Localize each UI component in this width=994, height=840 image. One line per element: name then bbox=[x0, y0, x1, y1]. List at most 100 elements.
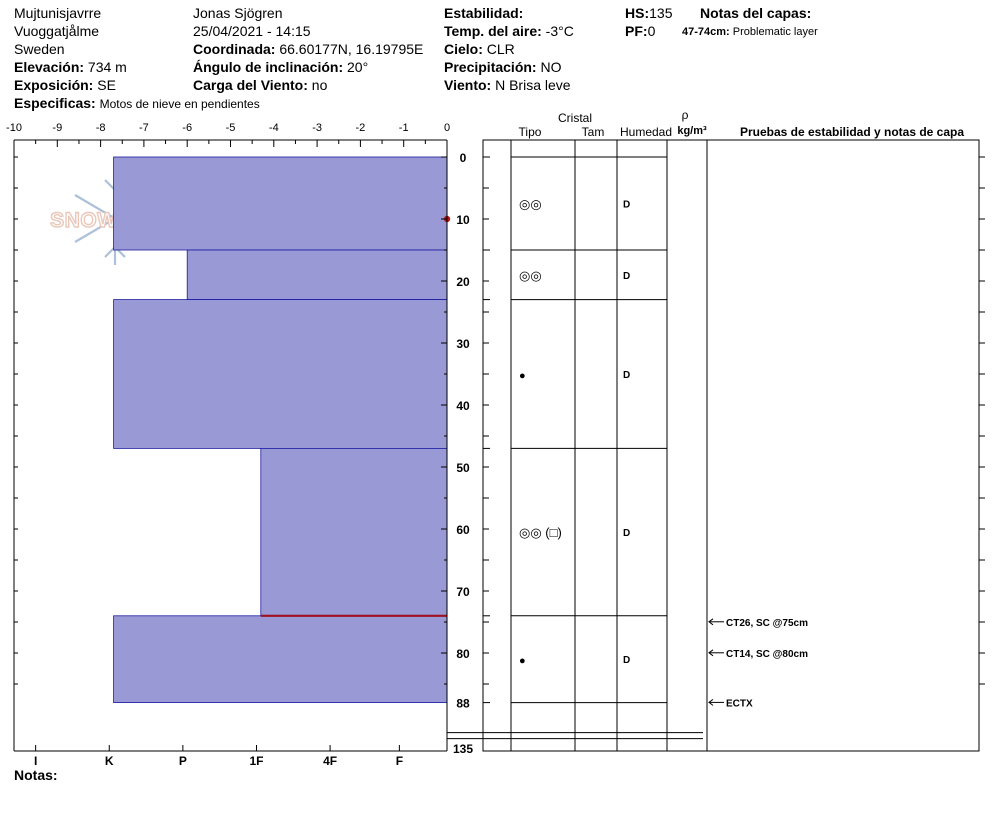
layer-note-text: Problematic layer bbox=[732, 26, 818, 38]
aspect-label: Exposición: bbox=[14, 77, 94, 93]
stability-label: Estabilidad: bbox=[444, 5, 524, 21]
aspect: Exposición: SE bbox=[14, 76, 116, 94]
hardness-tick-label: I bbox=[34, 754, 37, 768]
hardness-layer-3 bbox=[113, 299, 448, 449]
specifics-value: Motos de nieve en pendientes bbox=[99, 97, 260, 111]
tam-header: Tam bbox=[582, 125, 605, 139]
area-name: Vuoggatjålme bbox=[14, 23, 100, 39]
grain-type-2: ◎◎ bbox=[519, 268, 542, 283]
moisture-1: D bbox=[623, 200, 630, 211]
moisture-2: D bbox=[623, 271, 630, 282]
depth-tick-label: 80 bbox=[456, 647, 470, 661]
pf-label: PF: bbox=[625, 23, 648, 39]
hardness-layer-4 bbox=[260, 447, 448, 617]
hs-label: HS: bbox=[625, 5, 650, 21]
depth-tick-label: 50 bbox=[456, 461, 470, 475]
pf-value: 0 bbox=[647, 23, 656, 39]
depth-tick-label: 135 bbox=[453, 742, 473, 756]
layer-note-range: 47-74cm: bbox=[682, 26, 730, 38]
coordinates: Coordinada: 66.60177N, 16.19795E bbox=[193, 40, 423, 58]
tests-header: Pruebas de estabilidad y notas de capa bbox=[740, 125, 964, 139]
precip-label: Precipitación: bbox=[444, 59, 537, 75]
notes-label: Notas: bbox=[14, 767, 58, 783]
tipo-header: Tipo bbox=[519, 125, 542, 139]
cristal-header: Cristal bbox=[558, 111, 592, 125]
hardness-layer-2 bbox=[186, 249, 448, 300]
temperature-tick-label: -1 bbox=[399, 122, 409, 134]
grain-type-3: ● bbox=[519, 370, 526, 382]
temperature-tick-label: -8 bbox=[96, 122, 106, 134]
stability-tests: CT26, SC @75cm CT14, SC @80cm ECTX bbox=[708, 618, 808, 709]
test-arrow-head bbox=[708, 699, 714, 706]
hardness-axis: I K P 1F 4F F bbox=[14, 745, 447, 768]
table-frame bbox=[482, 139, 980, 752]
sky-label: Cielo: bbox=[444, 41, 483, 57]
sky: Cielo: CLR bbox=[444, 40, 515, 58]
temperature-axis: -10 -9 -8 -7 -6 -5 -4 -3 -2 -1 0 bbox=[6, 122, 451, 751]
temperature-tick-label: -10 bbox=[6, 122, 22, 134]
layer-notes-label: Notas del capas: bbox=[700, 5, 812, 21]
layer-table: ◎◎ D ◎◎ D ● D ◎◎ (□) D ● D bbox=[447, 139, 980, 752]
moisture-4: D bbox=[623, 528, 630, 539]
precipitation: Precipitación: NO bbox=[444, 58, 561, 76]
specifics-label: Especificas: bbox=[14, 95, 96, 111]
observation-datetime: 25/04/2021 - 14:15 bbox=[193, 23, 311, 39]
depth-tick-label: 40 bbox=[456, 399, 470, 413]
stability-test-3: ECTX bbox=[726, 698, 753, 709]
sky-value: CLR bbox=[486, 41, 515, 57]
hardness-layer-5 bbox=[113, 615, 448, 703]
stability-test-2: CT14, SC @80cm bbox=[726, 649, 808, 660]
hardness-tick-label: 4F bbox=[323, 754, 337, 768]
depth-tick-label: 88 bbox=[456, 697, 470, 711]
temperature-tick-label: -5 bbox=[226, 122, 236, 134]
hs-value: 135 bbox=[649, 5, 673, 21]
aspect-value: SE bbox=[97, 77, 116, 93]
temperature-tick-label: -7 bbox=[139, 122, 149, 134]
snow-height: HS:135 bbox=[625, 4, 672, 22]
depth-tick-label: 20 bbox=[456, 275, 470, 289]
moisture-3: D bbox=[623, 370, 630, 381]
temperature-tick-label: -3 bbox=[312, 122, 322, 134]
elevation-label: Elevación: bbox=[14, 59, 85, 75]
depth-tick-label: 10 bbox=[456, 213, 470, 227]
layer-note: 47-74cm: Problematic layer bbox=[682, 23, 818, 41]
wind-load-label: Carga del Viento: bbox=[193, 77, 308, 93]
coords-label: Coordinada: bbox=[193, 41, 276, 57]
temperature-tick-label: -9 bbox=[52, 122, 62, 134]
location-name: Mujtunisjavrre bbox=[14, 5, 102, 21]
incline-value: 20° bbox=[347, 59, 369, 75]
humedad-header: Humedad bbox=[620, 125, 672, 139]
wind: Viento: N Brisa leve bbox=[444, 76, 571, 94]
depth-axis: 0 10 20 30 40 50 60 70 80 88 135 bbox=[14, 140, 985, 756]
observer-name: Jonas Sjögren bbox=[193, 5, 283, 21]
temperature-tick-label: -4 bbox=[269, 122, 279, 134]
temperature-tick-label: -2 bbox=[356, 122, 366, 134]
wind-label: Viento: bbox=[444, 77, 492, 93]
precip-value: NO bbox=[540, 59, 562, 75]
hardness-layers bbox=[113, 156, 448, 703]
wind-value: N Brisa leve bbox=[495, 77, 571, 93]
penetration: PF:0 bbox=[625, 22, 655, 40]
hardness-tick-label: P bbox=[179, 754, 187, 768]
specifics: Especificas: Motos de nieve en pendiente… bbox=[14, 94, 260, 113]
hardness-tick-label: K bbox=[105, 754, 114, 768]
elevation-value: 734 m bbox=[87, 59, 127, 75]
depth-tick-label: 60 bbox=[456, 523, 470, 537]
depth-tick-label: 30 bbox=[456, 337, 470, 351]
hardness-tick-label: F bbox=[396, 754, 403, 768]
elevation: Elevación: 734 m bbox=[14, 58, 127, 76]
temperature-tick-label: -6 bbox=[182, 122, 192, 134]
rho-header: ρ bbox=[682, 108, 689, 122]
test-arrow-head bbox=[708, 618, 714, 626]
air-temp-label: Temp. del aire: bbox=[444, 23, 542, 39]
grain-type-4: ◎◎ (□) bbox=[519, 525, 562, 540]
depth-tick-label: 70 bbox=[456, 585, 470, 599]
country-name: Sweden bbox=[14, 41, 65, 57]
grain-type-5: ● bbox=[519, 655, 526, 667]
air-temp: Temp. del aire: -3°C bbox=[444, 22, 574, 40]
moisture-5: D bbox=[623, 655, 630, 666]
wind-load: Carga del Viento: no bbox=[193, 76, 327, 94]
grain-type-1: ◎◎ bbox=[519, 197, 542, 212]
test-arrow-head bbox=[708, 649, 714, 657]
